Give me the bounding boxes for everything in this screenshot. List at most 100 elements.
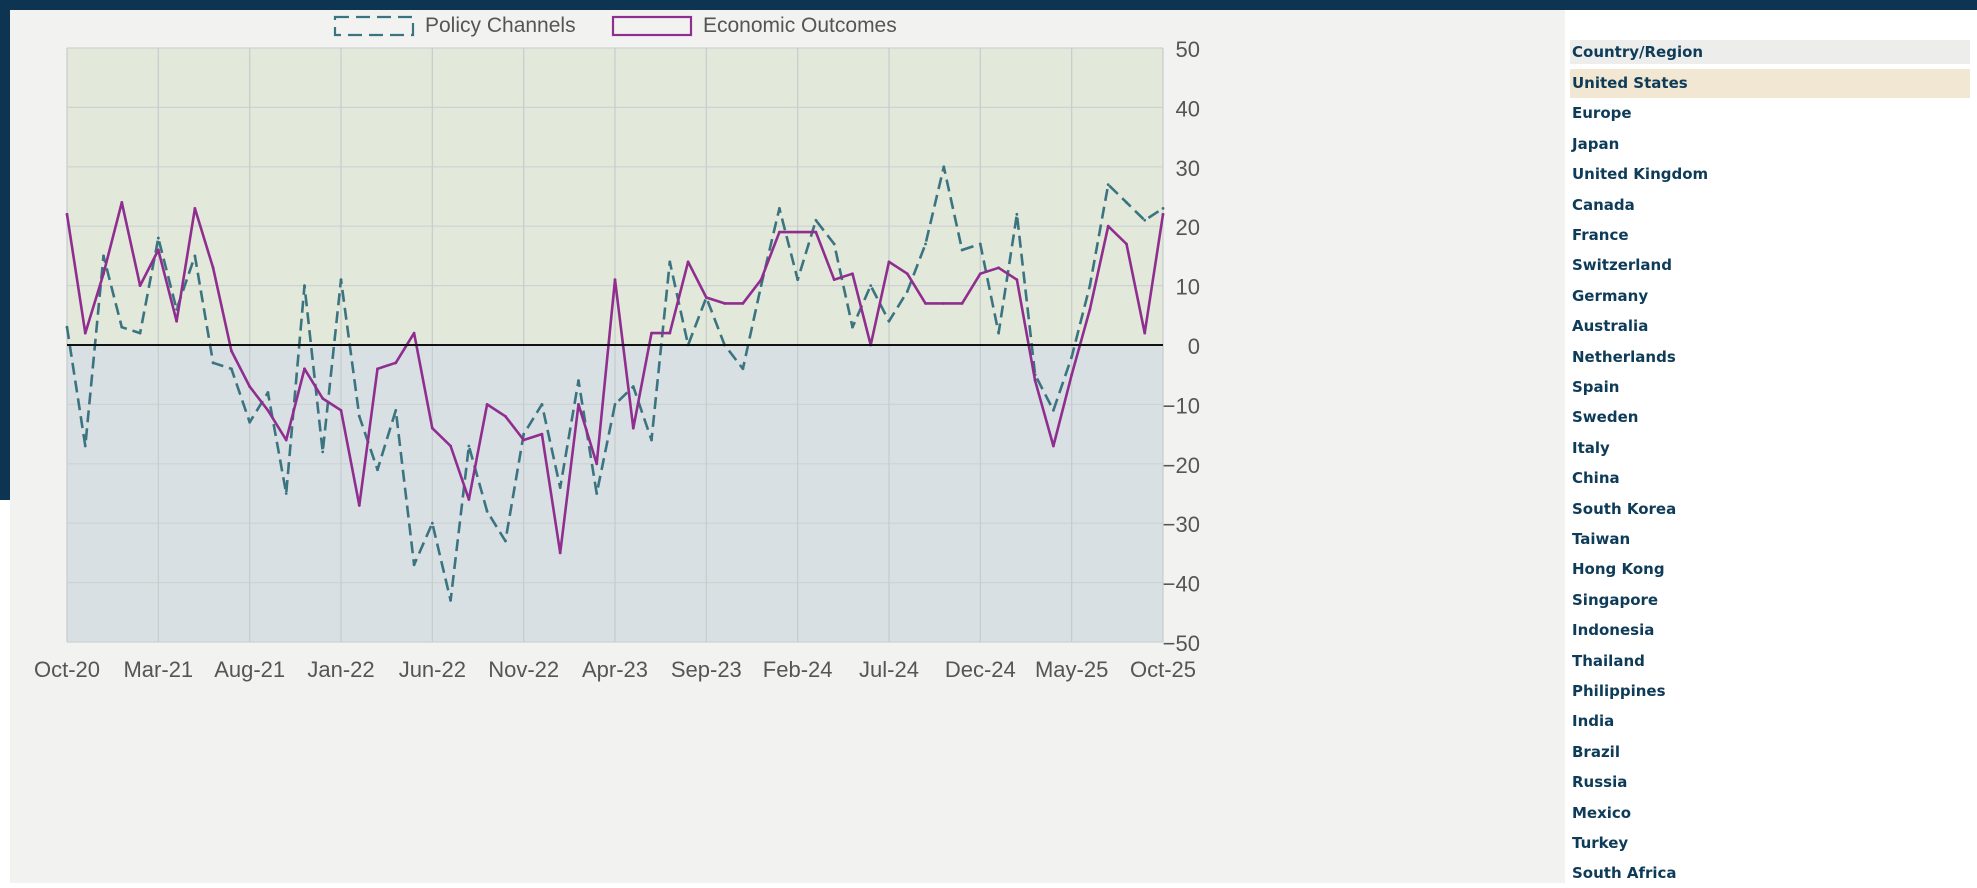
country-item-spain[interactable]: Spain	[1572, 378, 1620, 396]
series-0-point	[668, 260, 672, 264]
y-tick-label: −40	[1163, 572, 1200, 597]
x-tick-label: Oct-25	[1130, 657, 1196, 682]
y-tick-label: −30	[1163, 512, 1200, 537]
series-0-point	[211, 361, 215, 365]
series-0-point	[102, 254, 105, 258]
series-0-point	[449, 599, 452, 602]
country-item-germany[interactable]: Germany	[1572, 286, 1649, 305]
series-0-point	[83, 444, 87, 448]
country-item-turkey[interactable]: Turkey	[1572, 834, 1629, 852]
series-1-point	[430, 426, 434, 430]
country-item-india[interactable]: India	[1572, 712, 1615, 731]
country-item-netherlands[interactable]: Netherlands	[1572, 347, 1676, 366]
country-item-philippines[interactable]: Philippines	[1572, 682, 1666, 700]
series-1-point	[248, 385, 252, 388]
series-1-point	[266, 408, 270, 412]
series-0-point	[869, 284, 873, 287]
country-item-thailand[interactable]: Thailand	[1572, 651, 1645, 670]
series-0-point	[650, 438, 653, 442]
series-0-point	[394, 408, 398, 412]
series-0-point	[339, 278, 343, 282]
series-0-point	[631, 385, 635, 388]
series-0-point	[814, 218, 818, 222]
line-chart: 50 40 30 20 10 0 −10 −20 −30 −40 −50 Oct-20 Mar-21 Au…	[34, 14, 1200, 682]
series-0-point	[887, 319, 891, 323]
country-item-united-kingdom[interactable]: United Kingdom	[1572, 165, 1709, 184]
series-0-point	[741, 367, 745, 371]
series-1-point	[284, 438, 288, 442]
series-1-point	[303, 367, 306, 371]
series-1-point	[211, 266, 215, 270]
series-0-point	[978, 242, 982, 246]
x-tick-label: Nov-22	[488, 657, 559, 682]
x-tick-label: Feb-24	[763, 657, 833, 682]
series-0-point	[1125, 201, 1128, 204]
series-1-point	[997, 266, 1000, 270]
series-0-point	[942, 165, 946, 169]
series-0-point	[65, 325, 69, 329]
series-0-point	[248, 420, 252, 424]
country-item-canada[interactable]: Canada	[1572, 195, 1635, 214]
series-0-point	[1161, 206, 1165, 210]
series-1-point	[193, 206, 197, 210]
series-1-point	[339, 408, 343, 412]
series-0-point	[138, 331, 142, 335]
series-0-point	[412, 563, 416, 567]
country-item-china[interactable]: China	[1572, 469, 1620, 488]
series-1-point	[686, 260, 690, 264]
country-item-australia[interactable]: Australia	[1572, 317, 1649, 336]
country-item-italy[interactable]: Italy	[1572, 438, 1610, 457]
country-item-russia[interactable]: Russia	[1572, 773, 1628, 792]
country-item-hong-kong[interactable]: Hong Kong	[1572, 560, 1665, 579]
series-0-point	[851, 325, 854, 329]
country-item-japan[interactable]: Japan	[1572, 134, 1620, 153]
series-0-point	[558, 486, 562, 489]
country-item-sweden[interactable]: Sweden	[1572, 408, 1639, 427]
series-1-point	[704, 296, 708, 299]
country-item-brazil[interactable]: Brazil	[1572, 742, 1620, 761]
series-0-point	[522, 432, 526, 436]
series-0-point	[1106, 183, 1110, 187]
series-1-point	[1052, 444, 1055, 448]
x-tick-label: Mar-21	[123, 657, 193, 682]
country-item-singapore[interactable]: Singapore	[1572, 590, 1659, 609]
series-1-point	[978, 272, 982, 276]
series-1-point	[83, 331, 87, 335]
series-1-point	[138, 284, 142, 287]
country-item-france[interactable]: France	[1572, 226, 1629, 244]
country-item-europe[interactable]: Europe	[1572, 104, 1632, 123]
series-0-point	[321, 450, 325, 454]
series-0-point	[266, 391, 270, 394]
series-1-point	[832, 278, 836, 282]
series-0-point	[1070, 355, 1074, 359]
x-tick-label: Oct-20	[34, 657, 100, 682]
country-item-taiwan[interactable]: Taiwan	[1572, 530, 1631, 548]
country-item-south-africa[interactable]: South Africa	[1572, 864, 1677, 883]
chart-panel: 50 40 30 20 10 0 −10 −20 −30 −40 −50 Oct-20 Mar-21 Au…	[10, 10, 1565, 883]
country-item-switzerland[interactable]: Switzerland	[1572, 256, 1672, 275]
series-1-point	[924, 302, 927, 305]
series-1-point	[942, 302, 946, 305]
series-1-point	[595, 462, 599, 466]
series-0-point	[595, 492, 599, 495]
series-1-point	[650, 331, 653, 335]
series-0-point	[1015, 212, 1019, 216]
country-item-united-states[interactable]: United States	[1570, 69, 1970, 98]
series-1-point	[1143, 331, 1147, 335]
series-1-point	[357, 503, 361, 507]
x-tick-label: Jul-24	[859, 657, 919, 682]
country-item-indonesia[interactable]: Indonesia	[1572, 621, 1655, 640]
country-item-mexico[interactable]: Mexico	[1572, 803, 1632, 822]
series-1-point	[1125, 242, 1128, 246]
legend-label: Economic Outcomes	[703, 14, 897, 37]
series-0-point	[467, 444, 471, 448]
y-tick-label: −50	[1163, 631, 1200, 656]
series-1-point	[449, 444, 452, 448]
country-item-south-korea[interactable]: South Korea	[1572, 499, 1677, 518]
y-tick-label: 0	[1188, 334, 1200, 359]
y-tick-label: 30	[1176, 156, 1200, 181]
series-1-point	[1161, 212, 1165, 216]
series-0-point	[997, 331, 1000, 335]
series-1-point	[887, 260, 891, 264]
legend-swatch	[333, 15, 415, 37]
